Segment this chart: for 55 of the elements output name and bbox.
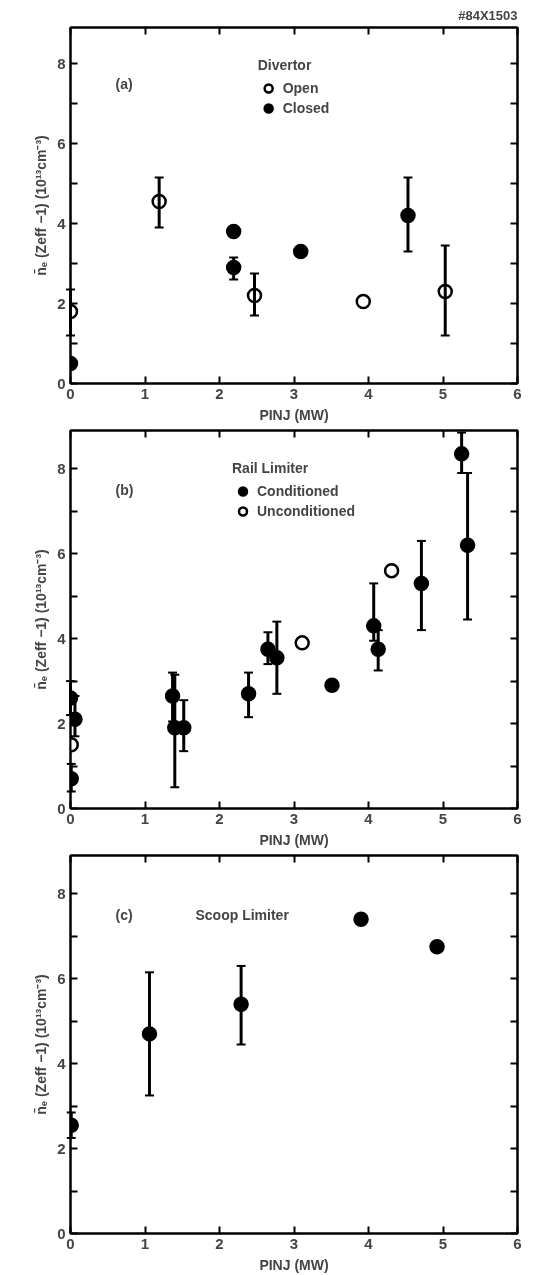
y-tick-label: 4 (57, 1054, 67, 1072)
chart-title: #84X1503 (458, 7, 518, 23)
y-tick-label: 4 (57, 629, 67, 647)
x-tick-label: 1 (140, 1234, 150, 1252)
annotation: (a) (115, 75, 133, 92)
x-tick-label: 1 (140, 809, 150, 827)
y-tick-label: 4 (57, 214, 67, 232)
annotation: (c) (115, 907, 133, 924)
x-axis-title: PINJ (MW) (259, 831, 329, 848)
x-axis-title: PINJ (MW) (259, 1256, 329, 1273)
legend-label: Open (282, 79, 319, 98)
x-tick-label: 5 (438, 1234, 448, 1252)
y-tick-label: 2 (57, 1139, 66, 1157)
y-axis-title: n̄ₑ (Zeff −1) (10¹³cm⁻³) (32, 974, 50, 1115)
y-tick-label: 8 (57, 884, 66, 902)
y-tick-label: 2 (57, 294, 66, 312)
annotation: (b) (115, 482, 134, 499)
x-tick-label: 5 (438, 809, 448, 827)
x-tick-label: 5 (438, 384, 448, 402)
legend-label: Unconditioned (257, 502, 355, 521)
point (292, 243, 309, 260)
point (324, 677, 340, 694)
annotation: Scoop Limiter (195, 907, 290, 924)
x-tick-label: 4 (364, 384, 374, 402)
point (225, 223, 242, 240)
x-tick-label: 2 (215, 809, 224, 827)
y-tick-label: 6 (57, 969, 66, 987)
y-axis-title: n̄ₑ (Zeff −1) (10¹³cm⁻³) (32, 549, 50, 690)
y-tick-label: 6 (57, 544, 66, 562)
x-tick-label: 2 (215, 1234, 224, 1252)
x-tick-label: 3 (289, 1234, 299, 1252)
point (294, 635, 310, 651)
x-tick-label: 2 (215, 384, 224, 402)
y-tick-label: 2 (57, 714, 66, 732)
x-tick-label: 4 (364, 809, 374, 827)
x-tick-label: 6 (513, 1234, 522, 1252)
legend-title: Rail Limiter (232, 460, 310, 476)
y-tick-label: 8 (57, 54, 66, 72)
y-axis-title: n̄ₑ (Zeff −1) (10¹³cm⁻³) (32, 135, 50, 276)
point (355, 293, 372, 310)
y-tick-label: 8 (57, 459, 66, 477)
x-tick-label: 6 (513, 809, 522, 827)
x-tick-label: 1 (140, 384, 150, 402)
point (383, 562, 400, 579)
y-tick-label: 6 (57, 134, 66, 152)
point (353, 911, 369, 927)
x-axis-title: PINJ (MW) (259, 406, 329, 423)
x-tick-label: 6 (513, 384, 522, 402)
legend-title: Divertor (257, 57, 313, 73)
x-tick-label: 3 (289, 809, 299, 827)
legend-label: Closed (282, 99, 330, 118)
point (429, 939, 445, 955)
x-tick-label: 3 (289, 384, 299, 402)
legend-label: Conditioned (257, 482, 339, 501)
x-tick-label: 4 (364, 1234, 374, 1252)
